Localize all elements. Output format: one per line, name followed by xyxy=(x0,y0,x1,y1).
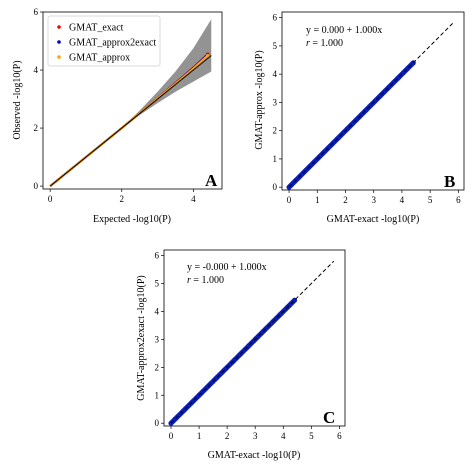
reference-line xyxy=(49,55,212,187)
y-axis-title: GMAT-approx2exact -log10(P) xyxy=(136,275,147,400)
y-axis-ticks: 0 1 2 3 4 5 6 xyxy=(155,251,164,428)
y-tick-label: 3 xyxy=(155,334,160,344)
y-tick-label: 5 xyxy=(155,279,160,289)
y-tick-label: 2 xyxy=(155,362,160,372)
y-axis-title: Observed -log10(P) xyxy=(12,60,23,139)
fit-line xyxy=(170,260,335,424)
x-axis-ticks: 0 2 4 xyxy=(48,189,196,204)
x-tick-label: 0 xyxy=(169,431,174,441)
legend-marker-gmat-exact xyxy=(57,25,61,29)
x-tick-label: 2 xyxy=(120,194,125,204)
regression-equation: y = -0.000 + 1.000x xyxy=(187,262,267,273)
series-point xyxy=(206,53,210,58)
legend-label-gmat-approx: GMAT_approx xyxy=(69,53,130,64)
correlation-label: r = 1.000 xyxy=(306,38,343,49)
x-tick-label: 2 xyxy=(225,431,230,441)
y-tick-label: 0 xyxy=(155,418,160,428)
panel-letter-a: A xyxy=(205,171,218,190)
x-tick-label: 4 xyxy=(191,194,196,204)
y-tick-label: 0 xyxy=(273,182,278,192)
y-tick-label: 1 xyxy=(155,390,160,400)
y-tick-label: 4 xyxy=(155,306,160,316)
y-tick-label: 3 xyxy=(273,97,278,107)
legend-box xyxy=(47,15,161,67)
x-tick-label: 0 xyxy=(48,194,53,204)
plot-frame xyxy=(42,11,223,190)
y-tick-label: 6 xyxy=(155,251,160,261)
y-tick-label: 0 xyxy=(34,181,39,191)
y-axis-ticks: 0 2 4 6 xyxy=(34,7,43,191)
y-tick-label: 1 xyxy=(273,154,278,164)
y-tick-label: 2 xyxy=(34,123,39,133)
panel-letter-b: B xyxy=(444,172,455,191)
legend-label-gmat-approx2exact: GMAT_approx2exact xyxy=(69,38,156,49)
plot-frame xyxy=(163,249,346,427)
panel-letter-c: C xyxy=(323,408,335,427)
y-axis-title: GMAT-approx -log10(P) xyxy=(254,50,265,149)
y-tick-label: 6 xyxy=(34,7,39,17)
regression-equation: y = 0.000 + 1.000x xyxy=(306,25,382,36)
x-tick-label: 6 xyxy=(337,431,342,441)
legend: GMAT_exact GMAT_approx2exact GMAT_approx xyxy=(47,15,161,67)
x-tick-label: 1 xyxy=(197,431,202,441)
x-tick-label: 1 xyxy=(315,195,320,205)
y-tick-label: 5 xyxy=(273,41,278,51)
y-tick-label: 4 xyxy=(273,69,278,79)
correlation-label: r = 1.000 xyxy=(187,275,224,286)
x-tick-label: 5 xyxy=(428,195,433,205)
legend-marker-gmat-approx2exact xyxy=(57,40,61,44)
x-tick-label: 5 xyxy=(309,431,314,441)
legend-marker-gmat-approx xyxy=(57,55,61,59)
x-tick-label: 2 xyxy=(343,195,348,205)
y-axis-ticks: 0 1 2 3 4 5 6 xyxy=(273,13,282,192)
x-tick-label: 4 xyxy=(400,195,405,205)
y-tick-label: 2 xyxy=(273,126,278,136)
x-axis-ticks: 0 1 2 3 4 5 6 xyxy=(287,190,461,205)
y-tick-label: 4 xyxy=(34,65,39,75)
x-axis-ticks: 0 1 2 3 4 5 6 xyxy=(169,426,342,441)
legend-label-gmat-exact: GMAT_exact xyxy=(69,23,124,34)
panel-a-qq-plot: 0 2 4 0 2 4 6 Expected -log10(P) Observed -lo… xyxy=(12,7,223,225)
x-tick-label: 4 xyxy=(281,431,286,441)
x-axis-title: Expected -log10(P) xyxy=(93,214,171,225)
x-axis-title: GMAT-exact -log10(P) xyxy=(208,450,301,461)
panel-b-scatter: 0 1 2 3 4 5 6 0 1 2 3 4 5 6 GMAT-exact -log10(P) GMA… xyxy=(254,11,465,225)
x-tick-label: 3 xyxy=(253,431,258,441)
y-tick-label: 6 xyxy=(273,13,278,23)
x-tick-label: 0 xyxy=(287,195,292,205)
x-tick-label: 6 xyxy=(456,195,461,205)
x-axis-title: GMAT-exact -log10(P) xyxy=(327,214,420,225)
x-tick-label: 3 xyxy=(371,195,376,205)
plot-frame xyxy=(281,11,465,191)
series-lines xyxy=(49,52,212,187)
panel-c-scatter: 0 1 2 3 4 5 6 0 1 2 3 4 5 6 GMAT-exact -log10(P) GMA… xyxy=(136,249,346,461)
